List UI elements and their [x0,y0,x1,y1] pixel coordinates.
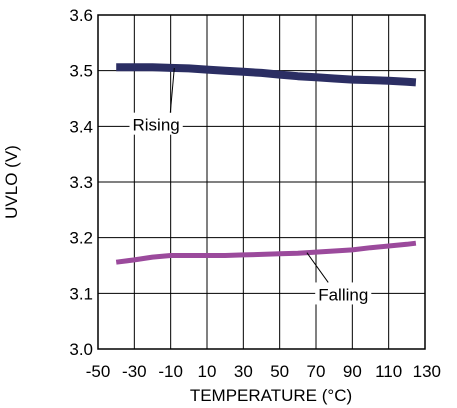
annotation-leader-line [169,67,175,113]
y-tick-label: 3.6 [69,6,93,25]
x-tick-label: 30 [234,362,253,381]
x-tick-label: 50 [270,362,289,381]
x-tick-label: 10 [198,362,217,381]
y-tick-label: 3.3 [69,173,93,192]
y-tick-label: 3.1 [69,284,93,303]
y-tick-labels: 3.6 3.5 3.4 3.3 3.2 3.1 3.0 [69,6,93,359]
annotation-label-bg [315,282,372,305]
x-tick-label: 110 [375,362,402,381]
x-tick-label: -50 [86,362,111,381]
y-tick-label: 3.4 [69,117,93,136]
x-tick-label: 70 [307,362,326,381]
y-axis-label: UVLO (V) [2,145,21,219]
annotation-rising: Rising [133,116,180,135]
y-tick-label: 3.2 [69,229,93,248]
x-tick-label: -10 [158,362,183,381]
annotations: Rising Falling [129,67,372,305]
series-line-falling [115,240,417,265]
annotation-falling: Falling [318,285,368,304]
annotation-label-bg [129,112,183,135]
series-line-rising [116,63,417,87]
series-lines [115,63,417,265]
plot-frame [97,14,426,350]
y-tick-label: 3.0 [69,340,93,359]
x-tick-label: 90 [343,362,362,381]
annotation-leader-line [306,252,329,283]
y-tick-label: 3.5 [69,62,93,81]
x-tick-label: -30 [122,362,147,381]
x-axis-label: TEMPERATURE (°C) [190,386,352,405]
x-tick-label: 130 [413,362,441,381]
x-tick-labels: -50 -30 -10 10 30 50 70 90 110 130 [86,362,441,381]
